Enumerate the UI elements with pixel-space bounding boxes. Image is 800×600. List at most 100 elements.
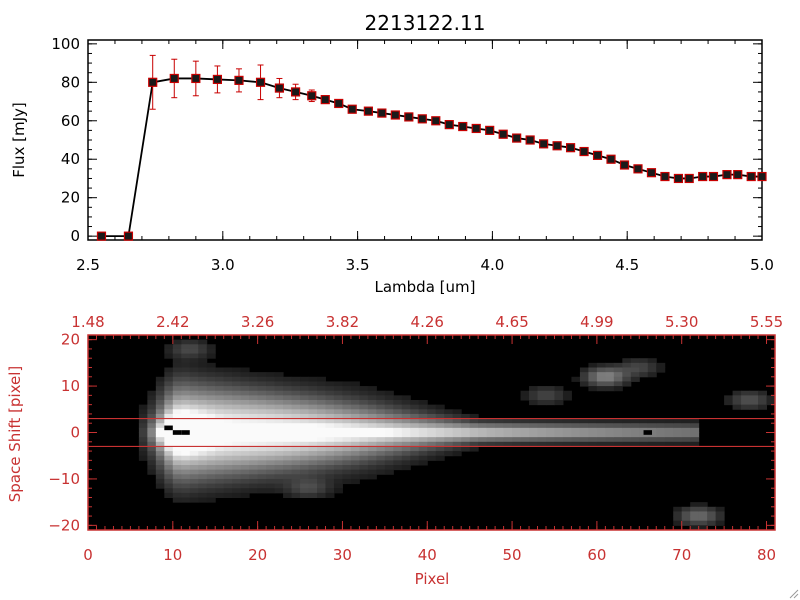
image-pixel — [384, 409, 394, 415]
y-tick-label: 0 — [70, 227, 80, 245]
image-pixel — [596, 432, 606, 438]
image-pixel — [469, 441, 479, 447]
image-pixel — [291, 455, 301, 461]
image-pixel — [266, 376, 276, 382]
image-pixel — [147, 395, 157, 401]
image-pixel — [223, 460, 233, 466]
image-pixel — [249, 465, 259, 471]
image-pixel — [418, 451, 428, 457]
data-point-marker — [390, 110, 400, 120]
image-pixel — [198, 478, 208, 485]
image-pixel — [596, 386, 606, 392]
image-pixel — [673, 418, 683, 424]
image-pixel — [249, 427, 259, 433]
image-pixel — [206, 483, 216, 489]
image-pixel — [266, 427, 276, 433]
image-pixel — [274, 478, 284, 485]
image-pixel — [172, 460, 182, 466]
image-pixel — [359, 474, 369, 480]
image-pixel — [198, 474, 208, 480]
image-pixel — [732, 404, 742, 410]
image-pixel — [333, 427, 343, 433]
image-pixel — [232, 400, 242, 406]
image-pixel — [138, 409, 148, 415]
image-top-wavelength-label: 3.82 — [326, 313, 359, 331]
image-pixel — [647, 427, 657, 433]
image-pixel — [537, 400, 547, 406]
image-pixel — [401, 413, 411, 420]
image-pixel — [630, 372, 640, 378]
image-pixel — [690, 423, 700, 429]
image-pixel — [189, 367, 199, 373]
image-pixel — [232, 390, 242, 396]
image-pixel — [172, 376, 182, 382]
image-pixel — [503, 418, 513, 424]
image-pixel — [249, 386, 259, 392]
image-pixel — [198, 372, 208, 378]
image-pixel — [359, 418, 369, 424]
image-pixel — [164, 465, 174, 471]
image-pixel — [198, 483, 208, 489]
image-pixel — [189, 469, 199, 475]
data-point-marker — [444, 120, 454, 130]
image-pixel — [630, 376, 640, 382]
image-pixel — [367, 469, 377, 475]
image-pixel — [266, 413, 276, 420]
image-pixel — [342, 418, 352, 424]
x-tick-label: 3.5 — [346, 256, 370, 274]
image-pixel — [367, 390, 377, 396]
image-pixel — [249, 381, 259, 387]
image-pixel — [172, 344, 182, 350]
image-pixel — [300, 418, 310, 424]
image-pixel — [613, 376, 623, 382]
image-pixel — [452, 409, 462, 415]
image-pixel — [164, 446, 174, 452]
image-pixel — [350, 478, 360, 485]
image-pixel — [240, 395, 250, 401]
image-pixel — [622, 372, 632, 378]
image-pixel — [715, 506, 725, 512]
image-pixel — [359, 409, 369, 415]
image-pixel — [342, 455, 352, 461]
image-pixel — [690, 506, 700, 512]
image-pixel — [613, 432, 623, 438]
y-tick-label: 40 — [61, 150, 80, 168]
spectrum-image-chart: 0 10 20 30 40 50 60 70 80 1.48 2.42 3.26 3.82 4.26 4.… — [6, 313, 783, 588]
image-pixel — [232, 413, 242, 420]
image-pixel — [681, 511, 691, 517]
image-pixel — [308, 376, 318, 382]
image-pixel — [410, 427, 420, 433]
image-pixel — [223, 478, 233, 485]
image-pixel — [240, 381, 250, 387]
image-pixel — [291, 465, 301, 471]
image-pixel — [393, 423, 403, 429]
image-pixel — [232, 469, 242, 475]
image-pixel — [164, 427, 174, 433]
image-pixel — [240, 474, 250, 480]
image-pixel — [274, 488, 284, 494]
image-pixel — [223, 492, 233, 498]
image-pixel — [206, 478, 216, 485]
image-pixel — [266, 381, 276, 387]
image-pixel — [291, 395, 301, 401]
image-pixel — [325, 465, 335, 471]
image-pixel — [198, 441, 208, 447]
data-point-marker — [525, 135, 535, 145]
image-pixel — [291, 474, 301, 480]
image-pixel — [223, 386, 233, 392]
image-pixel — [257, 441, 267, 447]
image-y-tick-label: −20 — [48, 516, 80, 534]
image-pixel — [215, 400, 225, 406]
image-pixel — [283, 427, 293, 433]
image-pixel — [198, 362, 208, 368]
image-pixel — [147, 427, 157, 433]
image-pixel — [181, 478, 191, 485]
image-pixel — [317, 418, 326, 424]
image-pixel — [554, 400, 564, 406]
image-pixel — [172, 358, 182, 364]
image-pixel — [342, 437, 352, 443]
image-pixel — [240, 483, 250, 489]
image-pixel — [308, 427, 318, 433]
image-pixel — [189, 427, 199, 433]
data-point-marker — [498, 129, 508, 139]
